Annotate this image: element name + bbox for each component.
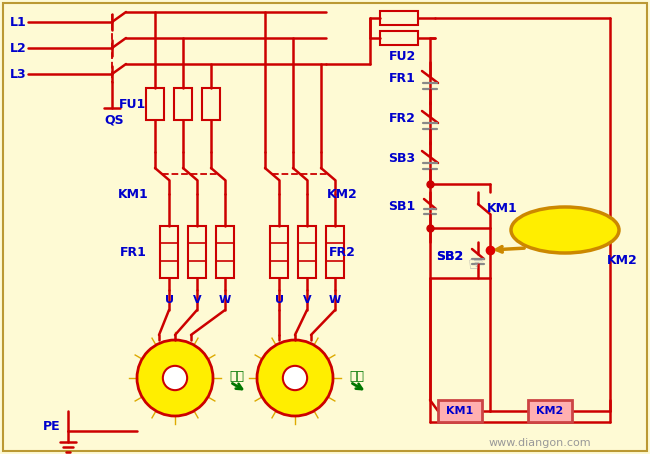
Text: FR1: FR1 bbox=[120, 246, 146, 258]
Circle shape bbox=[257, 340, 333, 416]
Text: W: W bbox=[219, 295, 231, 305]
Text: FU2: FU2 bbox=[389, 49, 415, 63]
Text: KM1: KM1 bbox=[487, 202, 517, 214]
Text: 正转: 正转 bbox=[350, 370, 365, 383]
Text: SB2: SB2 bbox=[436, 250, 463, 262]
Bar bbox=[528, 400, 572, 422]
Text: FR1: FR1 bbox=[389, 71, 415, 84]
Text: QS: QS bbox=[104, 114, 124, 127]
Bar bbox=[160, 226, 178, 278]
Circle shape bbox=[137, 340, 213, 416]
Text: L1: L1 bbox=[10, 15, 27, 29]
Text: U: U bbox=[164, 295, 174, 305]
Text: KM2: KM2 bbox=[326, 188, 358, 201]
Bar bbox=[174, 88, 192, 120]
Bar bbox=[438, 400, 482, 422]
Text: U: U bbox=[274, 295, 283, 305]
Bar bbox=[270, 226, 288, 278]
Text: FR2: FR2 bbox=[389, 112, 415, 124]
Bar bbox=[202, 88, 220, 120]
Text: PE: PE bbox=[43, 419, 61, 433]
Text: KM2: KM2 bbox=[606, 253, 638, 266]
Text: SB1: SB1 bbox=[389, 199, 415, 212]
Text: KM2: KM2 bbox=[536, 406, 564, 416]
Bar bbox=[216, 226, 234, 278]
Bar bbox=[298, 226, 316, 278]
Text: KM1: KM1 bbox=[118, 188, 148, 201]
Text: V: V bbox=[192, 295, 202, 305]
Text: ☞: ☞ bbox=[468, 255, 484, 273]
Text: FU1: FU1 bbox=[118, 98, 146, 110]
Text: W: W bbox=[329, 295, 341, 305]
Text: SB3: SB3 bbox=[389, 152, 415, 164]
Bar bbox=[188, 226, 206, 278]
Text: V: V bbox=[303, 295, 311, 305]
Text: SB2 闭合: SB2 闭合 bbox=[536, 222, 593, 237]
Text: 正转: 正转 bbox=[229, 370, 244, 383]
Circle shape bbox=[163, 366, 187, 390]
Text: L3: L3 bbox=[10, 68, 26, 80]
Bar bbox=[380, 11, 418, 25]
Bar bbox=[146, 88, 164, 120]
Bar bbox=[380, 31, 418, 45]
Text: KM1: KM1 bbox=[447, 406, 474, 416]
Text: www.diangon.com: www.diangon.com bbox=[489, 438, 592, 448]
Ellipse shape bbox=[511, 207, 619, 253]
Bar bbox=[326, 226, 344, 278]
Circle shape bbox=[283, 366, 307, 390]
Text: FR2: FR2 bbox=[328, 246, 356, 258]
Text: SB2: SB2 bbox=[436, 250, 463, 262]
Text: L2: L2 bbox=[10, 41, 27, 54]
